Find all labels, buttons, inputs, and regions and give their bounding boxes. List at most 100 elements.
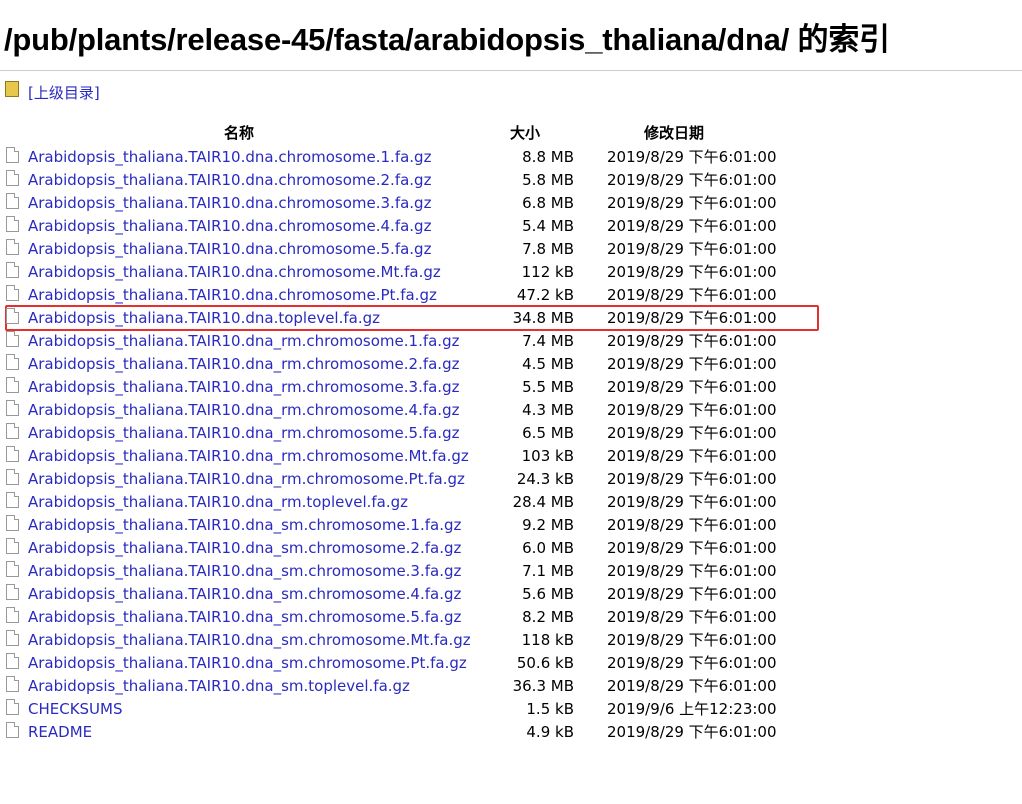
file-link[interactable]: Arabidopsis_thaliana.TAIR10.dna.chromoso… xyxy=(28,171,432,189)
file-date: 2019/8/29 下午6:01:00 xyxy=(607,677,777,695)
file-link[interactable]: Arabidopsis_thaliana.TAIR10.dna_rm.chrom… xyxy=(28,447,469,465)
file-size: 103 kB xyxy=(521,447,574,465)
file-date: 2019/8/29 下午6:01:00 xyxy=(607,723,777,741)
file-link[interactable]: Arabidopsis_thaliana.TAIR10.dna.chromoso… xyxy=(28,217,432,235)
file-date: 2019/8/29 下午6:01:00 xyxy=(607,332,777,350)
file-link[interactable]: Arabidopsis_thaliana.TAIR10.dna.chromoso… xyxy=(28,148,432,166)
file-size: 9.2 MB xyxy=(522,516,574,534)
file-link[interactable]: Arabidopsis_thaliana.TAIR10.dna.chromoso… xyxy=(28,263,441,281)
file-size: 6.0 MB xyxy=(522,539,574,557)
file-link[interactable]: Arabidopsis_thaliana.TAIR10.dna_rm.tople… xyxy=(28,493,409,511)
file-date: 2019/8/29 下午6:01:00 xyxy=(607,631,777,649)
column-header: 名称 xyxy=(224,124,255,142)
file-link[interactable]: Arabidopsis_thaliana.TAIR10.dna_rm.chrom… xyxy=(28,332,460,350)
file-icon xyxy=(6,676,19,692)
file-size: 118 kB xyxy=(521,631,574,649)
file-icon xyxy=(6,423,19,439)
file-icon xyxy=(6,400,19,416)
up-icon xyxy=(5,81,19,97)
file-link[interactable]: Arabidopsis_thaliana.TAIR10.dna_rm.chrom… xyxy=(28,355,460,373)
file-link[interactable]: Arabidopsis_thaliana.TAIR10.dna_sm.chrom… xyxy=(28,562,462,580)
file-date: 2019/8/29 下午6:01:00 xyxy=(607,194,777,212)
file-size: 5.4 MB xyxy=(522,217,574,235)
file-date: 2019/8/29 下午6:01:00 xyxy=(607,378,777,396)
file-size: 24.3 kB xyxy=(516,470,574,488)
file-size: 50.6 kB xyxy=(516,654,574,672)
file-date: 2019/8/29 下午6:01:00 xyxy=(607,286,777,304)
file-date: 2019/8/29 下午6:01:00 xyxy=(607,309,777,327)
file-size: 28.4 MB xyxy=(512,493,574,511)
file-date: 2019/8/29 下午6:01:00 xyxy=(607,148,777,166)
file-icon xyxy=(6,354,19,370)
column-header: 修改日期 xyxy=(644,124,705,142)
file-icon xyxy=(6,147,19,163)
file-icon xyxy=(6,446,19,462)
file-date: 2019/8/29 下午6:01:00 xyxy=(607,424,777,442)
file-icon xyxy=(6,170,19,186)
file-link[interactable]: Arabidopsis_thaliana.TAIR10.dna_sm.chrom… xyxy=(28,654,467,672)
file-link[interactable]: Arabidopsis_thaliana.TAIR10.dna_rm.chrom… xyxy=(28,424,460,442)
file-size: 4.9 kB xyxy=(526,723,574,741)
file-link[interactable]: Arabidopsis_thaliana.TAIR10.dna.chromoso… xyxy=(28,240,432,258)
file-icon xyxy=(6,722,19,738)
file-link[interactable]: CHECKSUMS xyxy=(28,700,123,718)
file-icon xyxy=(6,331,19,347)
file-size: 7.4 MB xyxy=(522,332,574,350)
file-icon xyxy=(6,699,19,715)
file-date: 2019/8/29 下午6:01:00 xyxy=(607,539,777,557)
file-link[interactable]: Arabidopsis_thaliana.TAIR10.dna_sm.chrom… xyxy=(28,539,462,557)
file-link[interactable]: Arabidopsis_thaliana.TAIR10.dna_sm.chrom… xyxy=(28,608,462,626)
file-date: 2019/8/29 下午6:01:00 xyxy=(607,516,777,534)
file-link[interactable]: Arabidopsis_thaliana.TAIR10.dna_rm.chrom… xyxy=(28,470,465,488)
file-size: 6.5 MB xyxy=(522,424,574,442)
file-link[interactable]: Arabidopsis_thaliana.TAIR10.dna_sm.chrom… xyxy=(28,631,471,649)
file-size: 8.8 MB xyxy=(522,148,574,166)
file-icon xyxy=(6,561,19,577)
file-date: 2019/8/29 下午6:01:00 xyxy=(607,654,777,672)
file-link[interactable]: Arabidopsis_thaliana.TAIR10.dna.chromoso… xyxy=(28,194,432,212)
file-icon xyxy=(6,285,19,301)
file-date: 2019/8/29 下午6:01:00 xyxy=(607,401,777,419)
file-date: 2019/8/29 下午6:01:00 xyxy=(607,240,777,258)
parent-link[interactable]: [上级目录] xyxy=(28,84,100,102)
file-link[interactable]: Arabidopsis_thaliana.TAIR10.dna.toplevel… xyxy=(28,309,381,327)
file-date: 2019/8/29 下午6:01:00 xyxy=(607,470,777,488)
file-size: 6.8 MB xyxy=(522,194,574,212)
file-date: 2019/9/6 上午12:23:00 xyxy=(607,700,777,718)
file-date: 2019/8/29 下午6:01:00 xyxy=(607,217,777,235)
file-size: 7.1 MB xyxy=(522,562,574,580)
file-icon xyxy=(6,308,19,324)
file-link[interactable]: Arabidopsis_thaliana.TAIR10.dna_rm.chrom… xyxy=(28,378,460,396)
file-size: 112 kB xyxy=(521,263,574,281)
file-date: 2019/8/29 下午6:01:00 xyxy=(607,585,777,603)
file-link[interactable]: Arabidopsis_thaliana.TAIR10.dna_sm.tople… xyxy=(28,677,410,695)
file-size: 36.3 MB xyxy=(512,677,574,695)
file-icon xyxy=(6,492,19,508)
file-date: 2019/8/29 下午6:01:00 xyxy=(607,171,777,189)
file-link[interactable]: README xyxy=(28,723,93,741)
file-date: 2019/8/29 下午6:01:00 xyxy=(607,608,777,626)
file-size: 7.8 MB xyxy=(522,240,574,258)
file-icon xyxy=(6,239,19,255)
file-icon xyxy=(6,538,19,554)
file-link[interactable]: Arabidopsis_thaliana.TAIR10.dna.chromoso… xyxy=(28,286,437,304)
file-link[interactable]: Arabidopsis_thaliana.TAIR10.dna_sm.chrom… xyxy=(28,516,462,534)
file-link[interactable]: Arabidopsis_thaliana.TAIR10.dna_rm.chrom… xyxy=(28,401,460,419)
file-link[interactable]: Arabidopsis_thaliana.TAIR10.dna_sm.chrom… xyxy=(28,585,462,603)
file-size: 1.5 kB xyxy=(526,700,574,718)
file-icon xyxy=(6,216,19,232)
file-icon xyxy=(6,630,19,646)
file-icon xyxy=(6,607,19,623)
file-size: 5.5 MB xyxy=(522,378,574,396)
file-size: 4.5 MB xyxy=(522,355,574,373)
file-size: 47.2 kB xyxy=(516,286,574,304)
file-icon xyxy=(6,262,19,278)
file-icon xyxy=(6,653,19,669)
page-title: /pub/plants/release-45/fasta/arabidopsis… xyxy=(4,22,890,57)
file-icon xyxy=(6,584,19,600)
file-date: 2019/8/29 下午6:01:00 xyxy=(607,493,777,511)
file-date: 2019/8/29 下午6:01:00 xyxy=(607,263,777,281)
file-date: 2019/8/29 下午6:01:00 xyxy=(607,562,777,580)
file-icon xyxy=(6,515,19,531)
